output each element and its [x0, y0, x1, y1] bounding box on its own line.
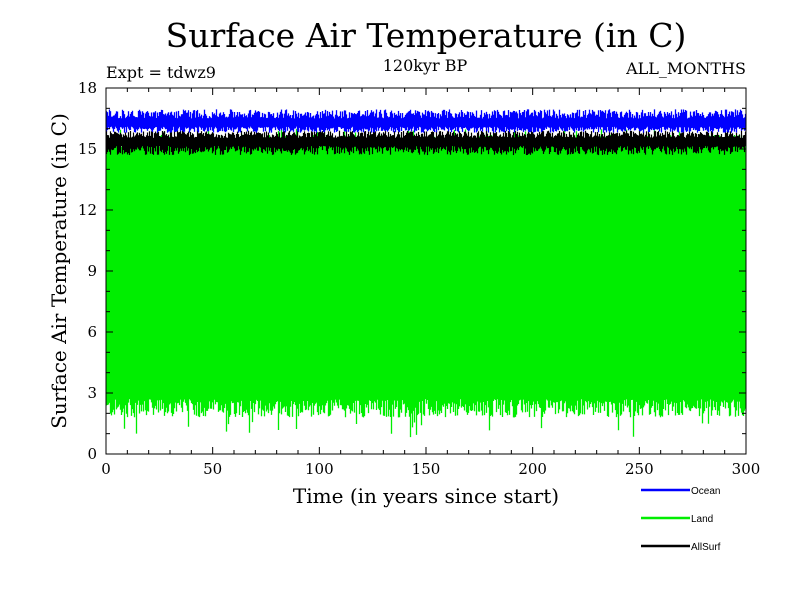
y-tick-label: 3 [87, 384, 97, 402]
x-axis-label: Time (in years since start) [293, 484, 559, 508]
months-label: ALL_MONTHS [625, 59, 746, 78]
axis-ticks: 0 50 100 150 200 250 300 0 3 6 9 12 15 18 [78, 79, 760, 478]
x-tick-label: 50 [203, 460, 222, 478]
x-tick-label: 150 [412, 460, 441, 478]
legend-label: Ocean [691, 486, 720, 497]
experiment-label: Expt = tdwz9 [106, 63, 216, 82]
y-tick-label: 9 [87, 262, 97, 280]
x-tick-label: 200 [518, 460, 547, 478]
chart-subtitle: 120kyr BP [383, 56, 468, 75]
legend-label: Land [691, 514, 713, 525]
chart-title: Surface Air Temperature (in C) [166, 16, 687, 55]
legend-label: AllSurf [691, 542, 721, 553]
y-tick-label: 0 [87, 445, 97, 463]
y-tick-label: 6 [87, 323, 97, 341]
x-tick-label: 0 [101, 460, 111, 478]
x-tick-label: 100 [305, 460, 334, 478]
plot-area [105, 109, 747, 438]
y-tick-label: 18 [78, 79, 97, 97]
x-tick-label: 300 [732, 460, 761, 478]
y-tick-label: 12 [78, 201, 97, 219]
y-axis-label: Surface Air Temperature (in C) [47, 113, 71, 429]
legend: Ocean Land AllSurf [641, 486, 721, 553]
x-tick-label: 250 [625, 460, 654, 478]
y-tick-label: 15 [78, 140, 97, 158]
